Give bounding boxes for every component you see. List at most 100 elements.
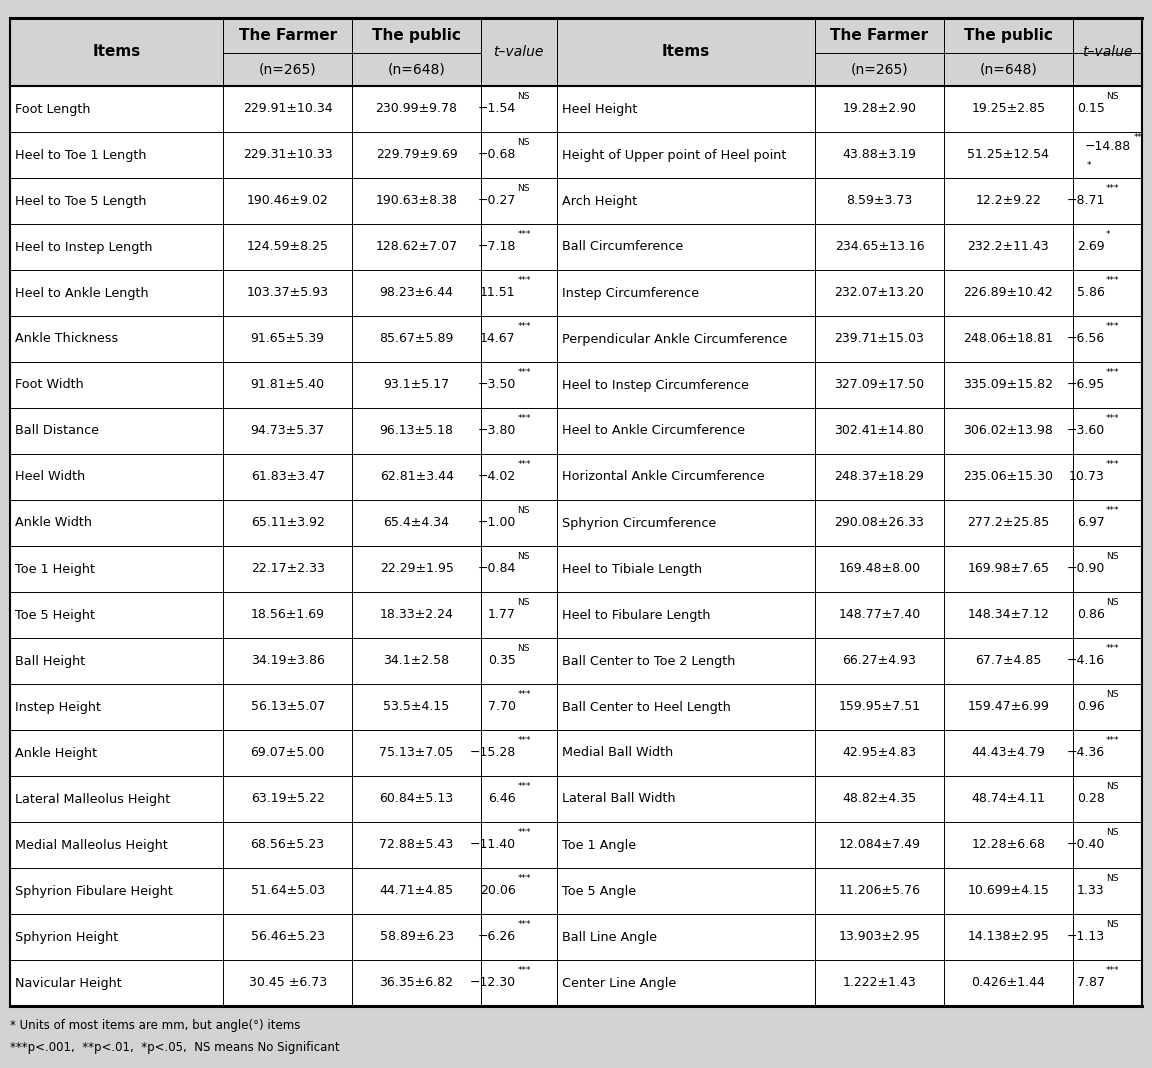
Text: −4.02: −4.02 [477,471,516,484]
Text: 18.33±2.24: 18.33±2.24 [380,609,454,622]
Text: Instep Height: Instep Height [15,701,101,713]
Text: −1.00: −1.00 [477,517,516,530]
Text: Toe 1 Angle: Toe 1 Angle [561,838,636,851]
Text: 56.46±5.23: 56.46±5.23 [251,930,325,943]
Text: 235.06±15.30: 235.06±15.30 [963,471,1053,484]
Text: Items: Items [92,45,141,60]
Text: ***: *** [1106,505,1120,515]
Text: 10.73: 10.73 [1069,471,1105,484]
Text: ***: *** [517,230,531,238]
Text: NS: NS [1106,690,1119,698]
Text: 0.86: 0.86 [1077,609,1105,622]
Text: −15.28: −15.28 [470,747,516,759]
Text: ***: *** [517,367,531,377]
Text: ***: *** [517,874,531,882]
Text: 69.07±5.00: 69.07±5.00 [250,747,325,759]
Text: Heel to Ankle Length: Heel to Ankle Length [15,286,149,299]
Text: 75.13±7.05: 75.13±7.05 [379,747,454,759]
Text: −6.95: −6.95 [1067,378,1105,392]
Text: ***: *** [517,782,531,790]
Text: ***: *** [517,321,531,331]
Text: 44.71±4.85: 44.71±4.85 [379,884,454,897]
Text: 93.1±5.17: 93.1±5.17 [384,378,449,392]
Text: −0.27: −0.27 [477,194,516,207]
Text: 34.1±2.58: 34.1±2.58 [384,655,449,668]
Text: 6.97: 6.97 [1077,517,1105,530]
Text: NS: NS [1106,828,1119,836]
Text: −1.13: −1.13 [1067,930,1105,943]
Text: ***: *** [517,276,531,284]
Bar [10,868,1142,914]
Text: 6.46: 6.46 [488,792,516,805]
Text: Height of Upper point of Heel point: Height of Upper point of Heel point [561,148,786,161]
Bar [10,408,1142,454]
Text: NS: NS [1106,598,1119,607]
Text: −4.16: −4.16 [1067,655,1105,668]
Text: 0.28: 0.28 [1077,792,1105,805]
Text: ***: *** [1106,367,1120,377]
Text: Center Line Angle: Center Line Angle [561,976,676,989]
Text: 0.426±1.44: 0.426±1.44 [971,976,1045,989]
Text: 159.95±7.51: 159.95±7.51 [839,701,920,713]
Text: 22.17±2.33: 22.17±2.33 [251,563,325,576]
Text: t–value: t–value [1082,45,1132,59]
Text: Toe 5 Angle: Toe 5 Angle [561,884,636,897]
Text: (n=265): (n=265) [850,63,908,77]
Text: 12.2±9.22: 12.2±9.22 [976,194,1041,207]
Text: 0.15: 0.15 [1077,103,1105,115]
Text: 91.65±5.39: 91.65±5.39 [251,332,325,346]
Text: −0.90: −0.90 [1067,563,1105,576]
Text: 232.2±11.43: 232.2±11.43 [968,240,1049,253]
Text: Medial Malleolus Height: Medial Malleolus Height [15,838,168,851]
Text: 229.91±10.34: 229.91±10.34 [243,103,333,115]
Text: 62.81±3.44: 62.81±3.44 [380,471,454,484]
Text: 30.45 ±6.73: 30.45 ±6.73 [249,976,327,989]
Text: 124.59±8.25: 124.59±8.25 [247,240,328,253]
Text: 12.28±6.68: 12.28±6.68 [971,838,1045,851]
Text: Instep Circumference: Instep Circumference [561,286,698,299]
Text: −7.18: −7.18 [477,240,516,253]
Text: 12.084±7.49: 12.084±7.49 [839,838,920,851]
Text: 34.19±3.86: 34.19±3.86 [251,655,325,668]
Text: NS: NS [517,505,530,515]
Text: ***: *** [517,736,531,744]
Text: Toe 1 Height: Toe 1 Height [15,563,94,576]
Text: Ball Distance: Ball Distance [15,424,99,438]
Bar [10,132,1142,178]
Text: −0.84: −0.84 [477,563,516,576]
Text: Arch Height: Arch Height [561,194,637,207]
Text: ***: *** [1106,965,1120,975]
Text: ***: *** [1106,413,1120,423]
Text: 190.63±8.38: 190.63±8.38 [376,194,457,207]
Text: 61.83±3.47: 61.83±3.47 [251,471,325,484]
Bar [10,178,1142,224]
Text: NS: NS [517,92,530,100]
Text: 72.88±5.43: 72.88±5.43 [379,838,454,851]
Text: NS: NS [1106,551,1119,561]
Bar [10,270,1142,316]
Text: Ankle Height: Ankle Height [15,747,97,759]
Text: 51.25±12.54: 51.25±12.54 [968,148,1049,161]
Text: 42.95±4.83: 42.95±4.83 [842,747,917,759]
Text: 68.56±5.23: 68.56±5.23 [251,838,325,851]
Text: ***: *** [1106,321,1120,331]
Text: −0.68: −0.68 [477,148,516,161]
Text: 48.82±4.35: 48.82±4.35 [842,792,917,805]
Text: 148.77±7.40: 148.77±7.40 [839,609,920,622]
Text: 0.35: 0.35 [488,655,516,668]
Text: 290.08±26.33: 290.08±26.33 [834,517,924,530]
Bar [10,592,1142,638]
Text: 19.25±2.85: 19.25±2.85 [971,103,1045,115]
Text: Heel to Instep Circumference: Heel to Instep Circumference [561,378,749,392]
Text: 226.89±10.42: 226.89±10.42 [963,286,1053,299]
Text: Medial Ball Width: Medial Ball Width [561,747,673,759]
Bar [10,776,1142,822]
Text: 13.903±2.95: 13.903±2.95 [839,930,920,943]
Text: 239.71±15.03: 239.71±15.03 [834,332,924,346]
Text: (n=265): (n=265) [259,63,317,77]
Text: Toe 5 Height: Toe 5 Height [15,609,94,622]
Text: 14.138±2.95: 14.138±2.95 [968,930,1049,943]
Text: 58.89±6.23: 58.89±6.23 [379,930,454,943]
Bar [10,914,1142,960]
Text: NS: NS [517,644,530,653]
